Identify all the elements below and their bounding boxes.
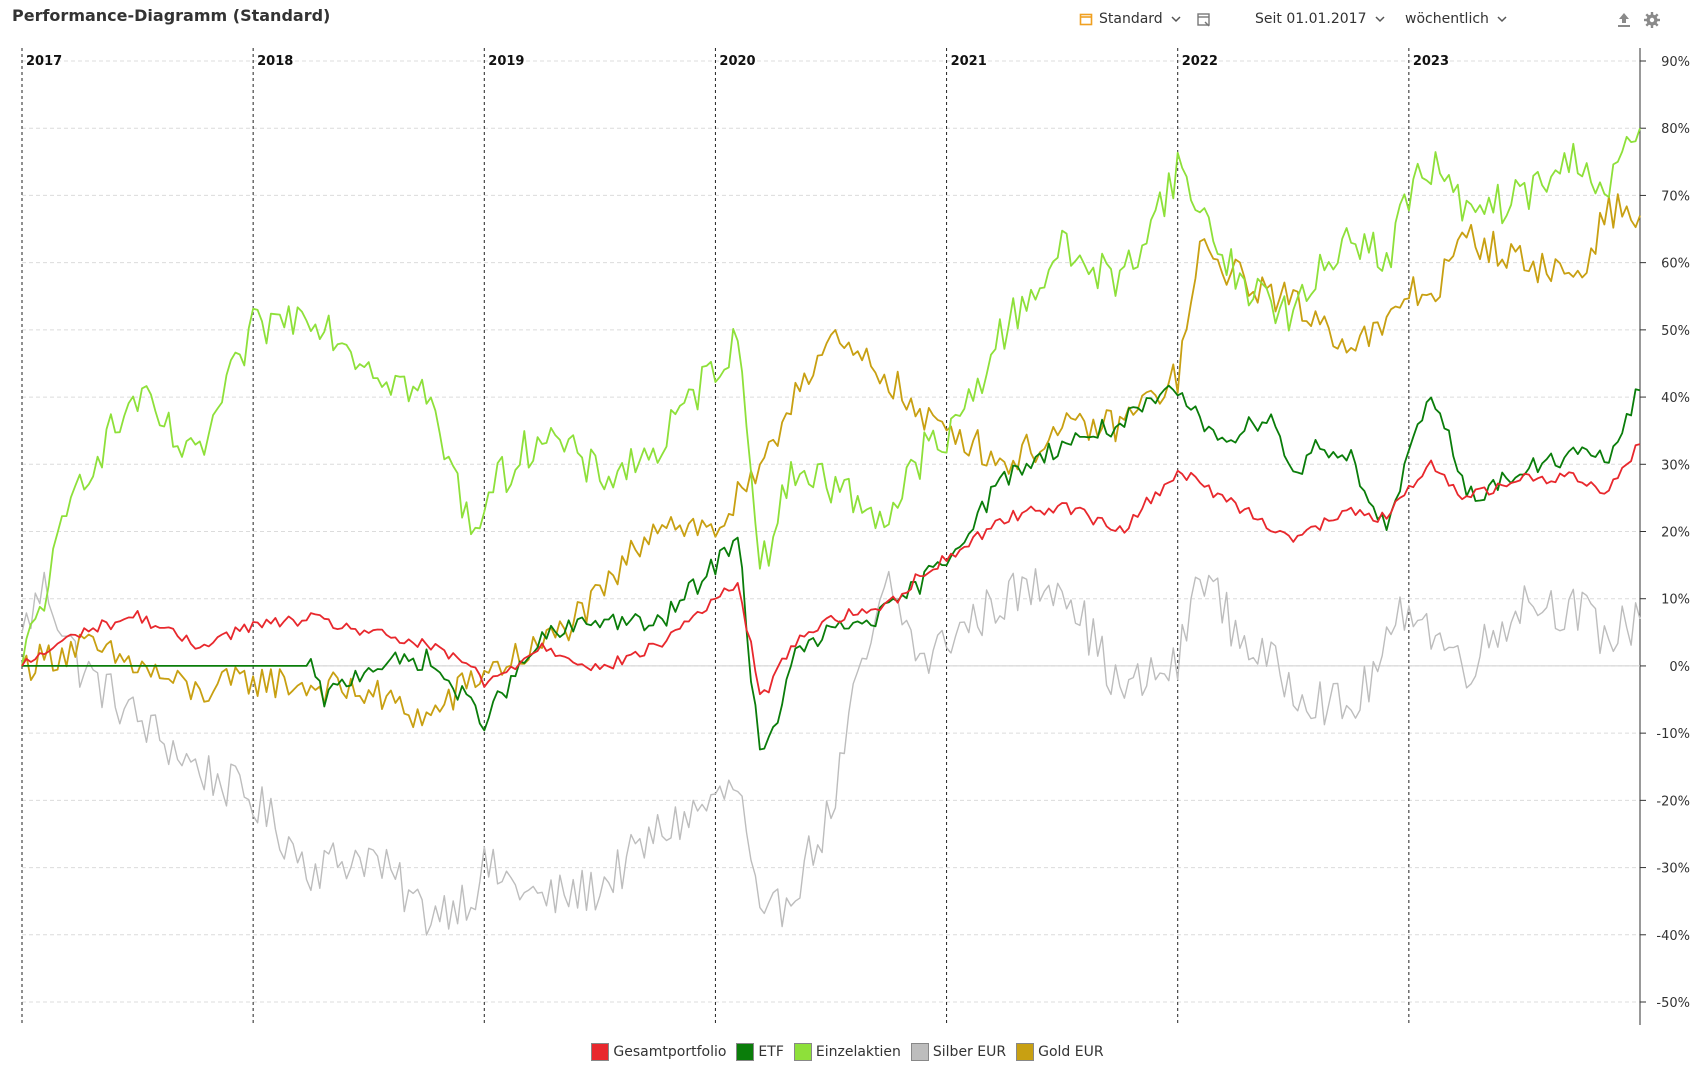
legend-label: ETF (758, 1044, 784, 1060)
chevron-down-icon (1374, 16, 1385, 23)
series-line-gold-eur[interactable] (21, 193, 1641, 729)
legend-item[interactable]: ETF (736, 1043, 784, 1061)
legend-item[interactable]: Gesamtportfolio (591, 1043, 726, 1061)
series-line-etf[interactable] (22, 384, 1641, 751)
year-label: 2023 (1413, 54, 1449, 69)
legend-label: Silber EUR (932, 1044, 1007, 1060)
legend-swatch (910, 1043, 929, 1061)
year-label: 2019 (488, 54, 524, 69)
chart-header: Performance-Diagramm (Standard) Standard… (0, 0, 1695, 40)
y-tick-label: 90% (1661, 55, 1690, 70)
legend-swatch (793, 1043, 812, 1061)
period-label: Seit 01.01.2017 (1255, 11, 1367, 27)
y-tick-label: 40% (1661, 391, 1690, 406)
y-tick-label: 20% (1661, 526, 1690, 541)
series-line-silber-eur[interactable] (21, 568, 1641, 936)
view-label: Standard (1099, 11, 1163, 27)
chart-toolbar: Standard Seit 01.01.2017 wöchentlich (995, 0, 1695, 40)
y-tick-label: 70% (1661, 189, 1690, 204)
y-tick-label: -50% (1656, 996, 1690, 1011)
performance-chart[interactable]: 90% 80% 70% 60% 50% 40% 30% 20% 10% 0% -10% -20% -30… (0, 40, 1695, 1035)
year-label: 2021 (951, 54, 987, 69)
y-tick-label: 80% (1661, 122, 1690, 137)
page-icon[interactable] (1195, 11, 1213, 29)
legend-label: Gold EUR (1038, 1044, 1104, 1060)
series-line-einzelaktien[interactable] (21, 127, 1641, 667)
y-tick-label: 0% (1669, 660, 1690, 675)
export-icon[interactable] (1615, 11, 1633, 29)
y-tick-label: 10% (1661, 593, 1690, 608)
legend-item[interactable]: Einzelaktien (793, 1043, 901, 1061)
view-selector[interactable]: Standard (1079, 11, 1183, 27)
legend-label: Einzelaktien (815, 1044, 901, 1060)
interval-label: wöchentlich (1405, 11, 1489, 27)
legend-label: Gesamtportfolio (613, 1044, 727, 1060)
gear-icon[interactable] (1643, 11, 1661, 29)
y-tick-label: -30% (1656, 862, 1690, 877)
series-line-gesamtportfolio[interactable] (21, 443, 1641, 696)
legend-item[interactable]: Silber EUR (910, 1043, 1007, 1061)
interval-selector[interactable]: wöchentlich (1405, 11, 1509, 27)
chart-legend: Gesamtportfolio ETF Einzelaktien Silber EUR… (0, 1039, 1695, 1065)
y-tick-label: -10% (1656, 727, 1690, 742)
calendar-icon (1079, 13, 1093, 26)
period-selector[interactable]: Seit 01.01.2017 (1255, 11, 1387, 27)
year-label: 2017 (26, 54, 62, 69)
legend-swatch (1016, 1043, 1035, 1061)
legend-swatch (591, 1043, 610, 1061)
y-tick-label: -20% (1656, 794, 1690, 809)
y-tick-label: 30% (1661, 458, 1690, 473)
y-tick-label: 60% (1661, 257, 1690, 272)
y-tick-label: 50% (1661, 324, 1690, 339)
chevron-down-icon (1497, 16, 1507, 23)
year-label: 2018 (257, 54, 293, 69)
year-label: 2022 (1182, 54, 1218, 69)
legend-swatch (736, 1043, 755, 1061)
chart-title: Performance-Diagramm (Standard) (12, 6, 331, 25)
year-label: 2020 (719, 54, 755, 69)
y-tick-label: -40% (1656, 929, 1690, 944)
legend-item[interactable]: Gold EUR (1016, 1043, 1104, 1061)
chevron-down-icon (1171, 16, 1181, 23)
